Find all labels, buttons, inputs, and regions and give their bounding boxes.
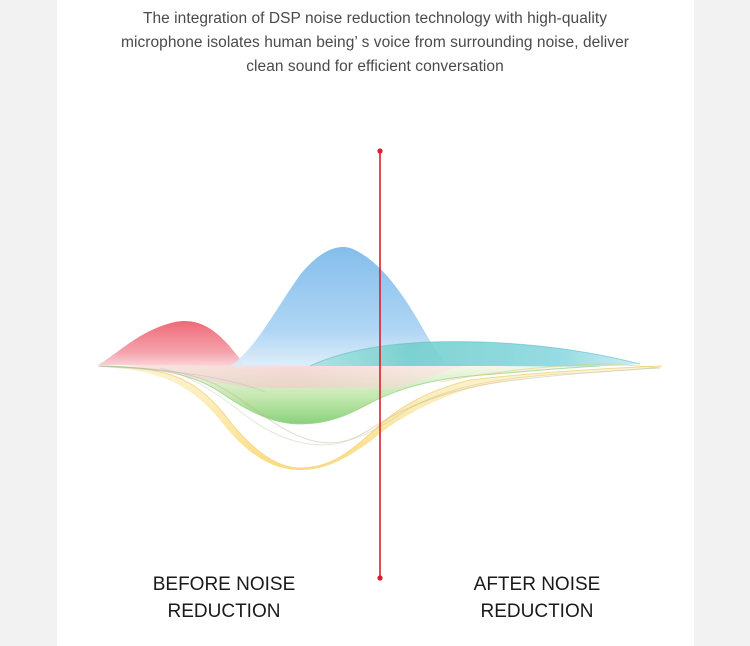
wave-pink-band <box>120 364 470 388</box>
wave-blue <box>230 247 452 366</box>
description-line-2: microphone isolates human being’ s voice… <box>121 34 629 51</box>
description-line-1: The integration of DSP noise reduction t… <box>142 10 608 27</box>
before-label-line-2: REDUCTION <box>167 601 281 622</box>
wave-red <box>98 321 245 366</box>
wave-teal <box>310 341 640 367</box>
after-label-line-1: AFTER NOISE <box>473 574 601 595</box>
after-noise-reduction-label: AFTER NOISE REDUCTION <box>437 571 637 625</box>
divider-top-dot <box>377 148 383 154</box>
divider-bottom-dot <box>377 575 383 581</box>
before-noise-reduction-label: BEFORE NOISE REDUCTION <box>124 571 324 625</box>
description-line-3: clean sound for efficient conversation <box>246 58 504 75</box>
wave-outline-strands <box>97 363 661 446</box>
before-label-line-1: BEFORE NOISE <box>152 574 296 595</box>
after-label-line-2: REDUCTION <box>480 601 594 622</box>
description-text: The integration of DSP noise reduction t… <box>0 7 750 79</box>
